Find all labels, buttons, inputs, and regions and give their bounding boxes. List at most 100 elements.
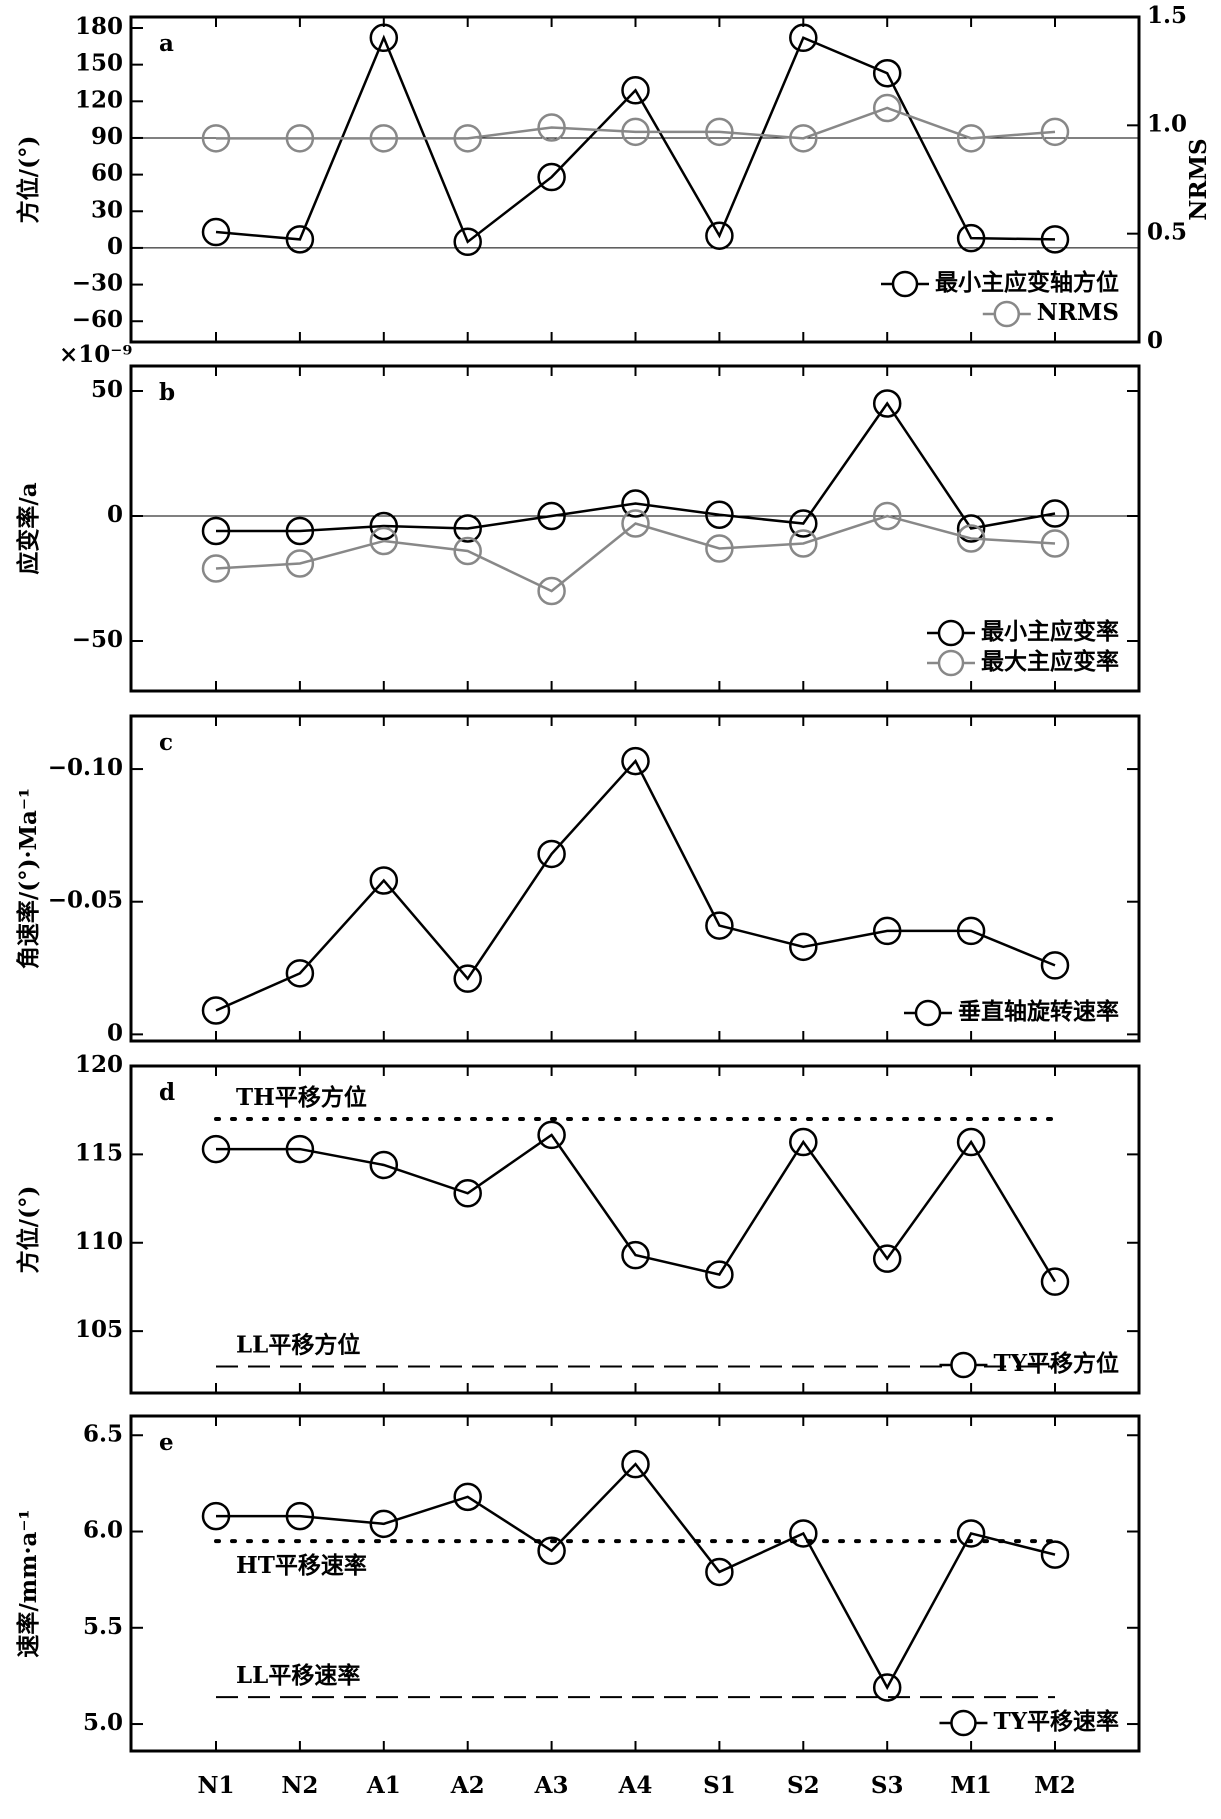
data-point (201, 217, 231, 247)
x-tick-label: A1 (366, 1772, 401, 1799)
data-point (285, 124, 315, 153)
legend-marker (937, 649, 965, 677)
data-point (453, 227, 482, 257)
y-tick-label: 30 (91, 196, 123, 223)
data-point (621, 746, 650, 776)
data-point (789, 932, 818, 962)
data-point (789, 23, 818, 53)
plot-frame (129, 714, 1141, 1043)
y-tick-label: 0 (107, 1019, 123, 1046)
y-tick-label: 110 (75, 1228, 123, 1255)
data-point (956, 514, 986, 543)
data-point (705, 911, 734, 940)
data-point (705, 534, 734, 563)
data-point (453, 536, 482, 566)
x-tick-label: A2 (450, 1772, 485, 1799)
y2-tick-label: 1.5 (1147, 2, 1187, 29)
series-line (216, 1462, 1056, 1691)
data-point (537, 1536, 566, 1566)
data-point (453, 1179, 482, 1208)
x-tick-label: M2 (1034, 1772, 1075, 1799)
data-point (956, 124, 986, 153)
data-point (705, 1557, 734, 1587)
y-tick-label: 0 (107, 233, 123, 260)
legend-label: 垂直轴旋转速率 (958, 998, 1119, 1025)
series-line (216, 1133, 1057, 1283)
x-tick-label: N1 (197, 1772, 234, 1799)
x-tick-label: N2 (281, 1772, 318, 1799)
data-point (1040, 225, 1070, 254)
y-tick-label: 5.5 (83, 1613, 123, 1640)
legend-marker (950, 1351, 977, 1379)
data-point (621, 489, 650, 518)
y-tick-label: 120 (75, 86, 123, 113)
data-point (369, 124, 399, 153)
data-point (1040, 499, 1070, 528)
data-point (621, 76, 650, 105)
reference-label: LL平移方位 (236, 1331, 360, 1358)
data-point (201, 1134, 231, 1164)
data-point (956, 916, 986, 946)
data-point (537, 576, 566, 606)
y-tick-label: 120 (75, 1051, 123, 1078)
data-point (872, 501, 902, 531)
data-point (285, 1501, 315, 1531)
legend-label: 最大主应变率 (981, 648, 1119, 675)
data-point (201, 1501, 231, 1531)
data-point (956, 1127, 986, 1157)
data-point (705, 117, 734, 147)
y-tick-label: 6.5 (83, 1420, 123, 1447)
y-tick-label: 6.0 (83, 1517, 123, 1544)
series-line (215, 514, 1056, 593)
series-line (215, 758, 1056, 1012)
reference-label: TH平移方位 (236, 1084, 367, 1111)
reference-label: LL平移速率 (236, 1662, 360, 1689)
series-line (216, 106, 1056, 140)
data-point (285, 1134, 315, 1164)
reference-label: HT平移速率 (236, 1552, 367, 1579)
y-axis-label: 方位/(°) (15, 1186, 42, 1274)
data-point (453, 964, 482, 993)
data-point (201, 516, 231, 546)
panel-label: b (159, 379, 175, 406)
legend-marker (891, 270, 919, 298)
y-tick-label: 0 (107, 501, 123, 528)
data-point (201, 124, 231, 153)
y-tick-label: −30 (72, 270, 123, 297)
data-point (621, 509, 650, 538)
data-point (1040, 529, 1070, 558)
data-point (369, 511, 399, 541)
data-point (1040, 951, 1070, 980)
series-line (216, 401, 1056, 533)
data-point (705, 221, 734, 250)
data-point (285, 549, 315, 578)
data-point (285, 225, 315, 254)
legend-label: 最小主应变轴方位 (935, 269, 1119, 296)
x-tick-label: M1 (950, 1772, 991, 1799)
y-axis-label: 速率/mm·a⁻¹ (15, 1509, 42, 1657)
data-point (201, 554, 231, 583)
y2-axis-label: NRMS (1185, 138, 1212, 220)
data-point (537, 162, 566, 192)
y2-tick-label: 0 (1147, 327, 1163, 354)
data-point (537, 113, 566, 142)
data-point (621, 1240, 650, 1270)
panel-label: a (159, 30, 174, 57)
data-point (789, 1519, 818, 1548)
panel-label: e (159, 1429, 174, 1456)
x-tick-label: A3 (534, 1772, 569, 1799)
data-point (956, 524, 986, 553)
y-tick-label: 50 (91, 376, 123, 403)
data-point (872, 1673, 902, 1702)
data-point (872, 58, 902, 88)
y-tick-label: −0.10 (48, 754, 123, 781)
legend-label: TY平移速率 (993, 1708, 1119, 1735)
x-tick-label: A4 (618, 1772, 653, 1799)
y-tick-label: −0.05 (48, 887, 123, 914)
legend-label: NRMS (1037, 299, 1119, 326)
data-point (872, 389, 902, 418)
legend-marker (937, 619, 965, 647)
y-tick-label: 115 (75, 1139, 123, 1166)
data-point (537, 501, 566, 531)
panel-label: c (159, 729, 173, 756)
